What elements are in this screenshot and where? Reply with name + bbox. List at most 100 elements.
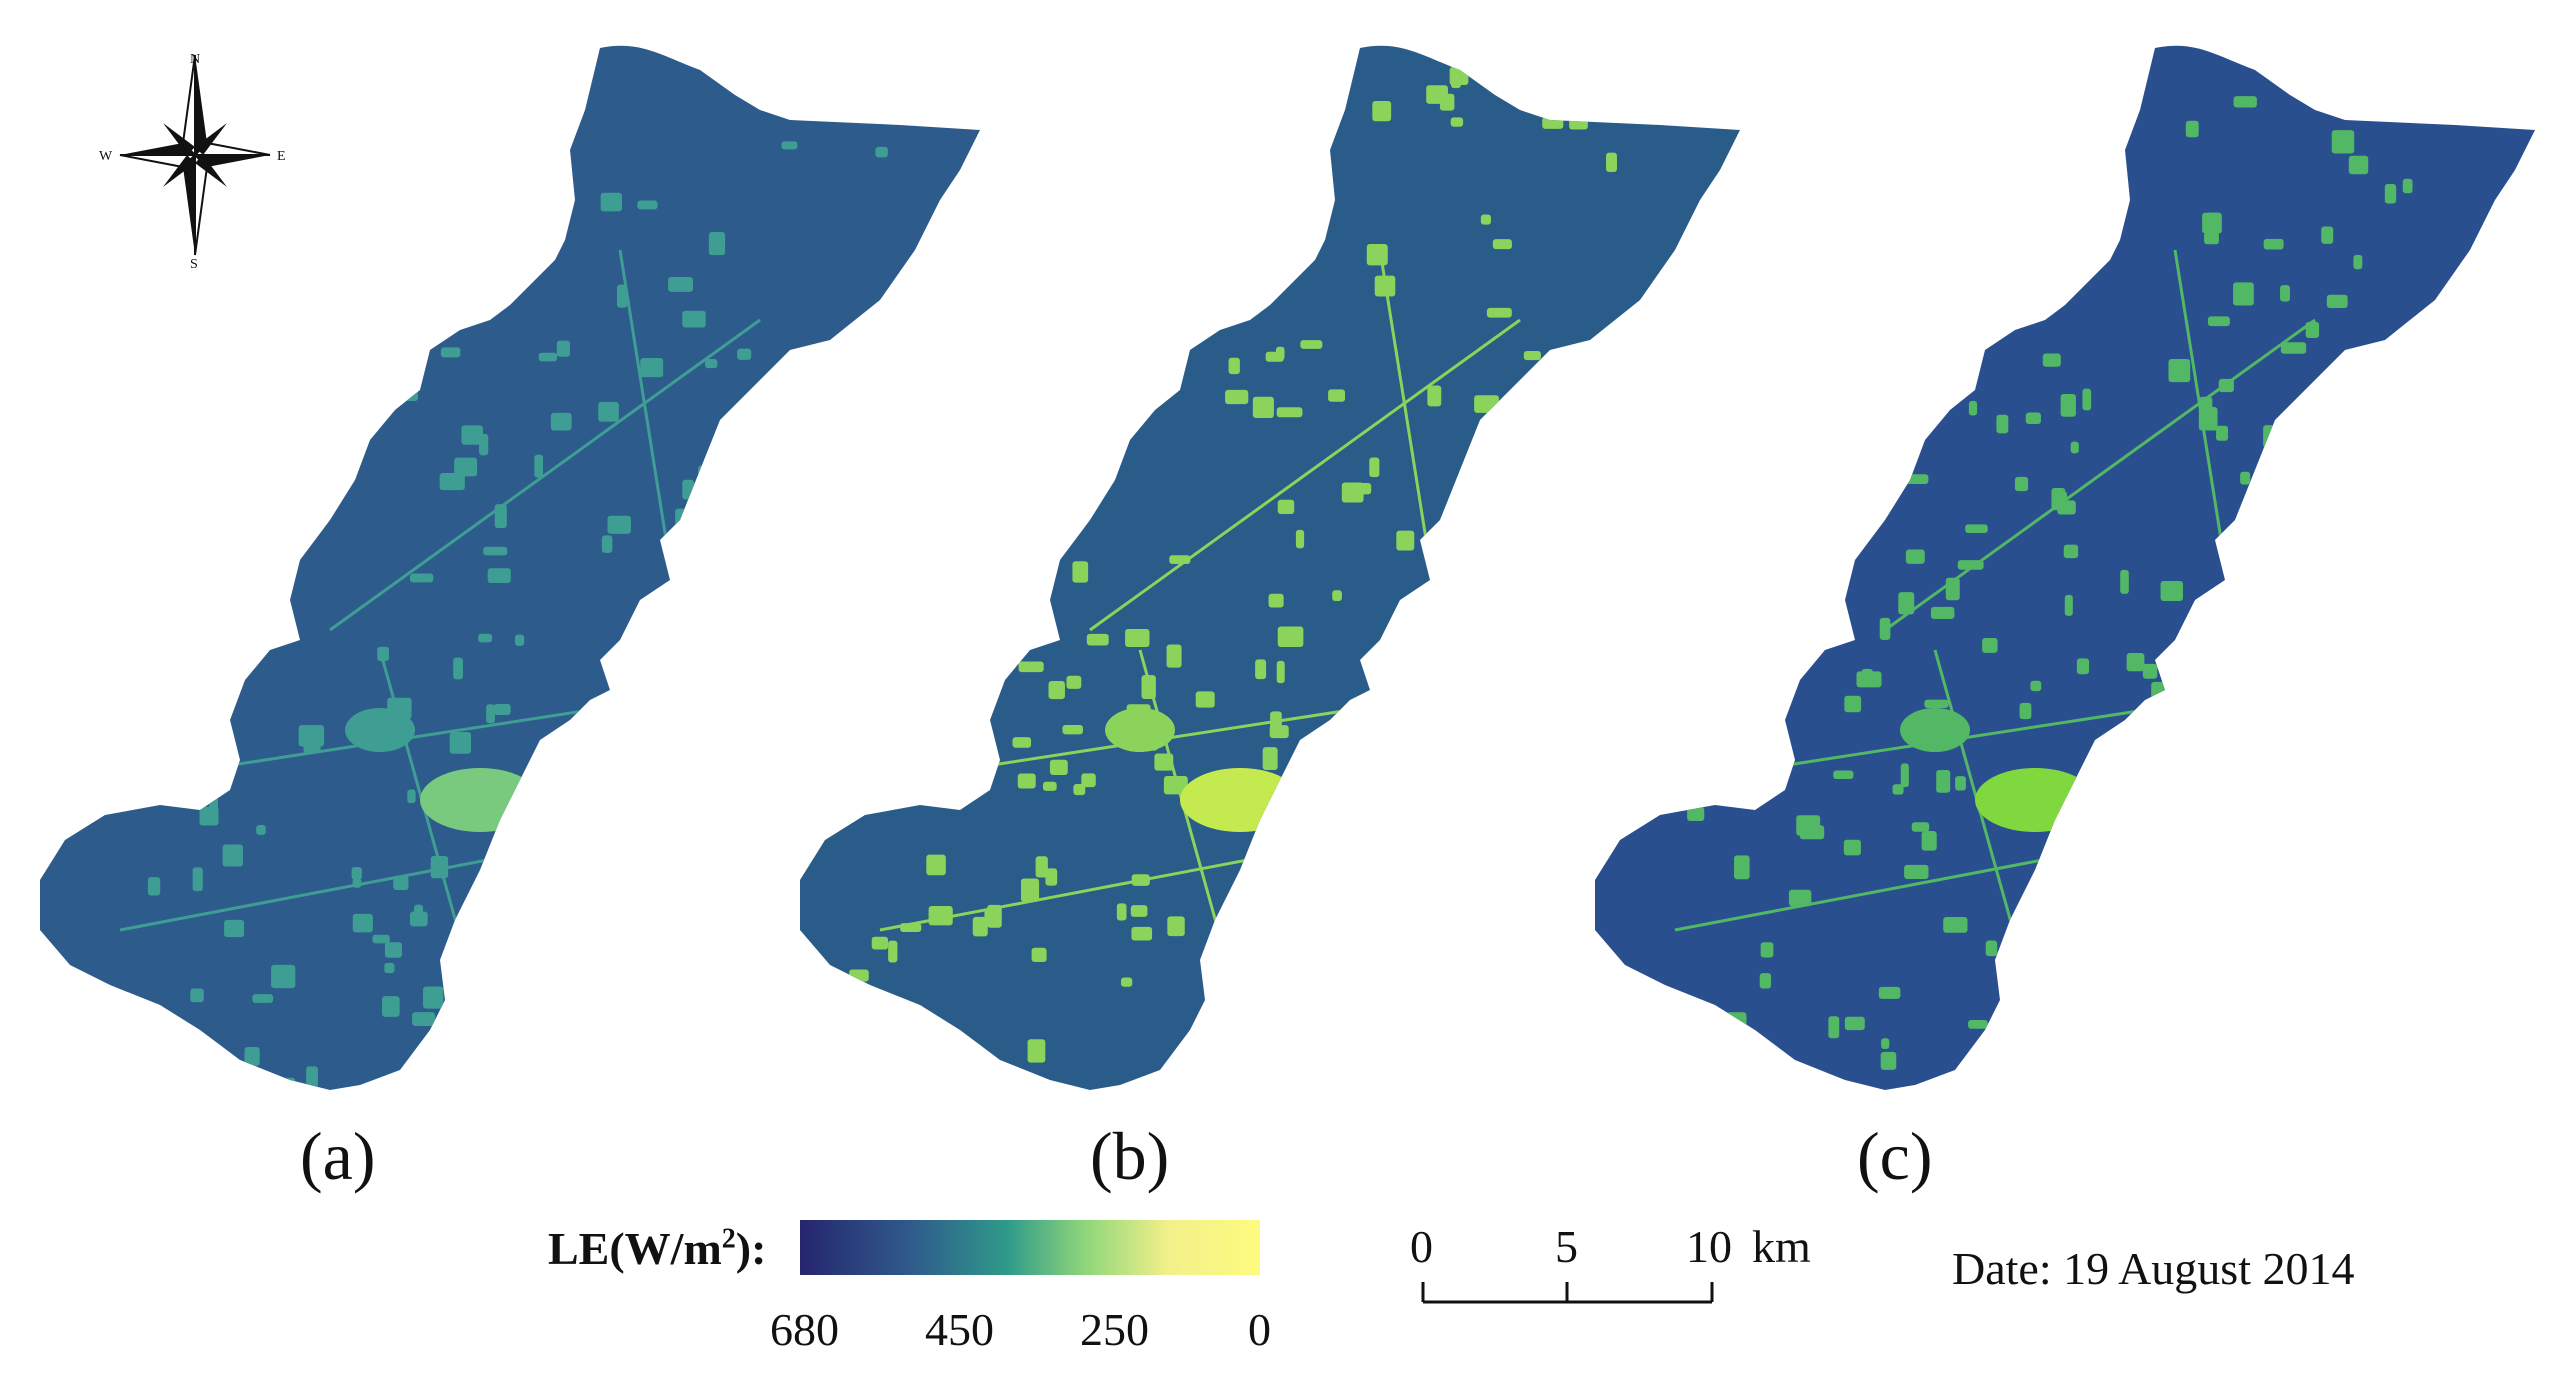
- map-patch: [1035, 856, 1048, 878]
- map-patch: [89, 332, 101, 348]
- map-patch: [1881, 1038, 1890, 1049]
- map-patch: [237, 607, 258, 631]
- map-patch: [2321, 226, 2334, 244]
- map-patch: [407, 789, 416, 804]
- map-patch: [1031, 947, 1047, 963]
- map-patch: [2142, 663, 2158, 679]
- map-patch: [2019, 702, 2032, 720]
- map-patch: [1880, 1051, 1897, 1070]
- compass-north-letter: N: [190, 52, 200, 67]
- map-patch: [1018, 661, 1044, 673]
- map-patch: [1996, 414, 2009, 434]
- map-patch: [279, 1077, 296, 1090]
- map-patch: [190, 988, 204, 1003]
- map-panel-c: [1595, 45, 2535, 1090]
- map-patch: [487, 568, 511, 583]
- map-patch: [1255, 659, 1267, 680]
- map-patch: [1761, 1045, 1771, 1054]
- map-patch: [384, 942, 403, 958]
- map-patch: [1277, 499, 1295, 515]
- map-patch: [736, 721, 757, 733]
- map-patch: [409, 573, 434, 583]
- map-patch: [2334, 83, 2361, 105]
- map-patch: [967, 711, 981, 733]
- map-patch: [1878, 986, 1901, 999]
- map-patch: [1603, 1058, 1615, 1079]
- map-patch: [1252, 396, 1274, 418]
- map-patch: [352, 913, 373, 933]
- map-patch: [1992, 245, 2005, 255]
- map-patch: [514, 634, 525, 646]
- map-patch: [199, 806, 219, 826]
- scale-tick-10: 10: [1686, 1221, 1732, 1272]
- map-patch: [40, 158, 58, 171]
- map-patch: [2326, 294, 2348, 309]
- map-patch: [210, 245, 224, 259]
- map-patch: [1577, 81, 1590, 96]
- map-patch: [2126, 653, 2145, 672]
- map-patch: [252, 994, 274, 1003]
- map-patch: [600, 192, 622, 212]
- map-patch: [524, 783, 548, 803]
- panel-label-a: (a): [300, 1118, 376, 1194]
- map-patch: [1796, 815, 1821, 836]
- map-patch: [2042, 353, 2061, 367]
- map-patch: [1656, 341, 1670, 356]
- map-patch: [1545, 694, 1566, 706]
- map-patch: [801, 454, 825, 468]
- map-patch: [1794, 1071, 1810, 1083]
- map-patch: [1892, 784, 1904, 795]
- map-patch: [875, 146, 888, 158]
- map-patch: [2458, 816, 2483, 836]
- map-patch: [1687, 806, 1705, 821]
- map-patch: [1020, 878, 1040, 902]
- map-patch: [1328, 389, 1346, 402]
- map-patch: [229, 367, 253, 377]
- map-patch: [256, 824, 266, 835]
- map-patch: [1125, 628, 1150, 648]
- map-patch: [534, 454, 544, 478]
- map-patch: [2207, 316, 2230, 327]
- map-patch: [526, 803, 545, 814]
- map-patch: [675, 508, 687, 526]
- map-patch: [372, 934, 390, 944]
- map-patch: [1972, 1070, 1995, 1081]
- map-patch: [2349, 801, 2365, 824]
- map-patch: [1900, 763, 1909, 788]
- map-patch: [1276, 407, 1303, 418]
- map-patch: [1266, 845, 1278, 857]
- map-patch: [1369, 457, 1380, 478]
- map-patch: [1985, 940, 1998, 957]
- compass-east-letter: E: [277, 149, 286, 164]
- map-patch: [1519, 505, 1529, 526]
- map-road: [329, 318, 761, 632]
- map-patch: [1968, 1020, 1988, 1029]
- map-patch: [309, 358, 334, 370]
- map-patch: [2076, 87, 2085, 106]
- map-patch: [244, 1047, 260, 1066]
- map-patch: [1494, 645, 1521, 669]
- map-patch: [682, 479, 694, 500]
- map-patch: [1486, 307, 1512, 318]
- map-patch: [1633, 1065, 1643, 1088]
- map-patch: [972, 916, 988, 937]
- town-cluster: [420, 768, 540, 832]
- map-patch: [1856, 671, 1882, 688]
- legend-tick-250: 250: [1080, 1304, 1149, 1355]
- map-patch: [440, 347, 461, 358]
- map-patch: [1604, 73, 1615, 97]
- map-patch: [1904, 474, 1929, 485]
- map-patch: [2280, 342, 2307, 354]
- map-patch: [1833, 770, 1854, 780]
- date-label: Date: 19 August 2014: [1952, 1243, 2355, 1294]
- map-patch: [1941, 87, 1962, 101]
- map-patch: [1228, 357, 1240, 375]
- map-patch: [1066, 675, 1082, 689]
- map-patch: [768, 453, 793, 470]
- map-patch: [895, 98, 912, 120]
- map-patch: [1372, 100, 1392, 122]
- map-patch: [932, 648, 948, 658]
- map-patch: [2245, 602, 2263, 616]
- map-patch: [1396, 530, 1415, 551]
- map-patch: [877, 1047, 900, 1069]
